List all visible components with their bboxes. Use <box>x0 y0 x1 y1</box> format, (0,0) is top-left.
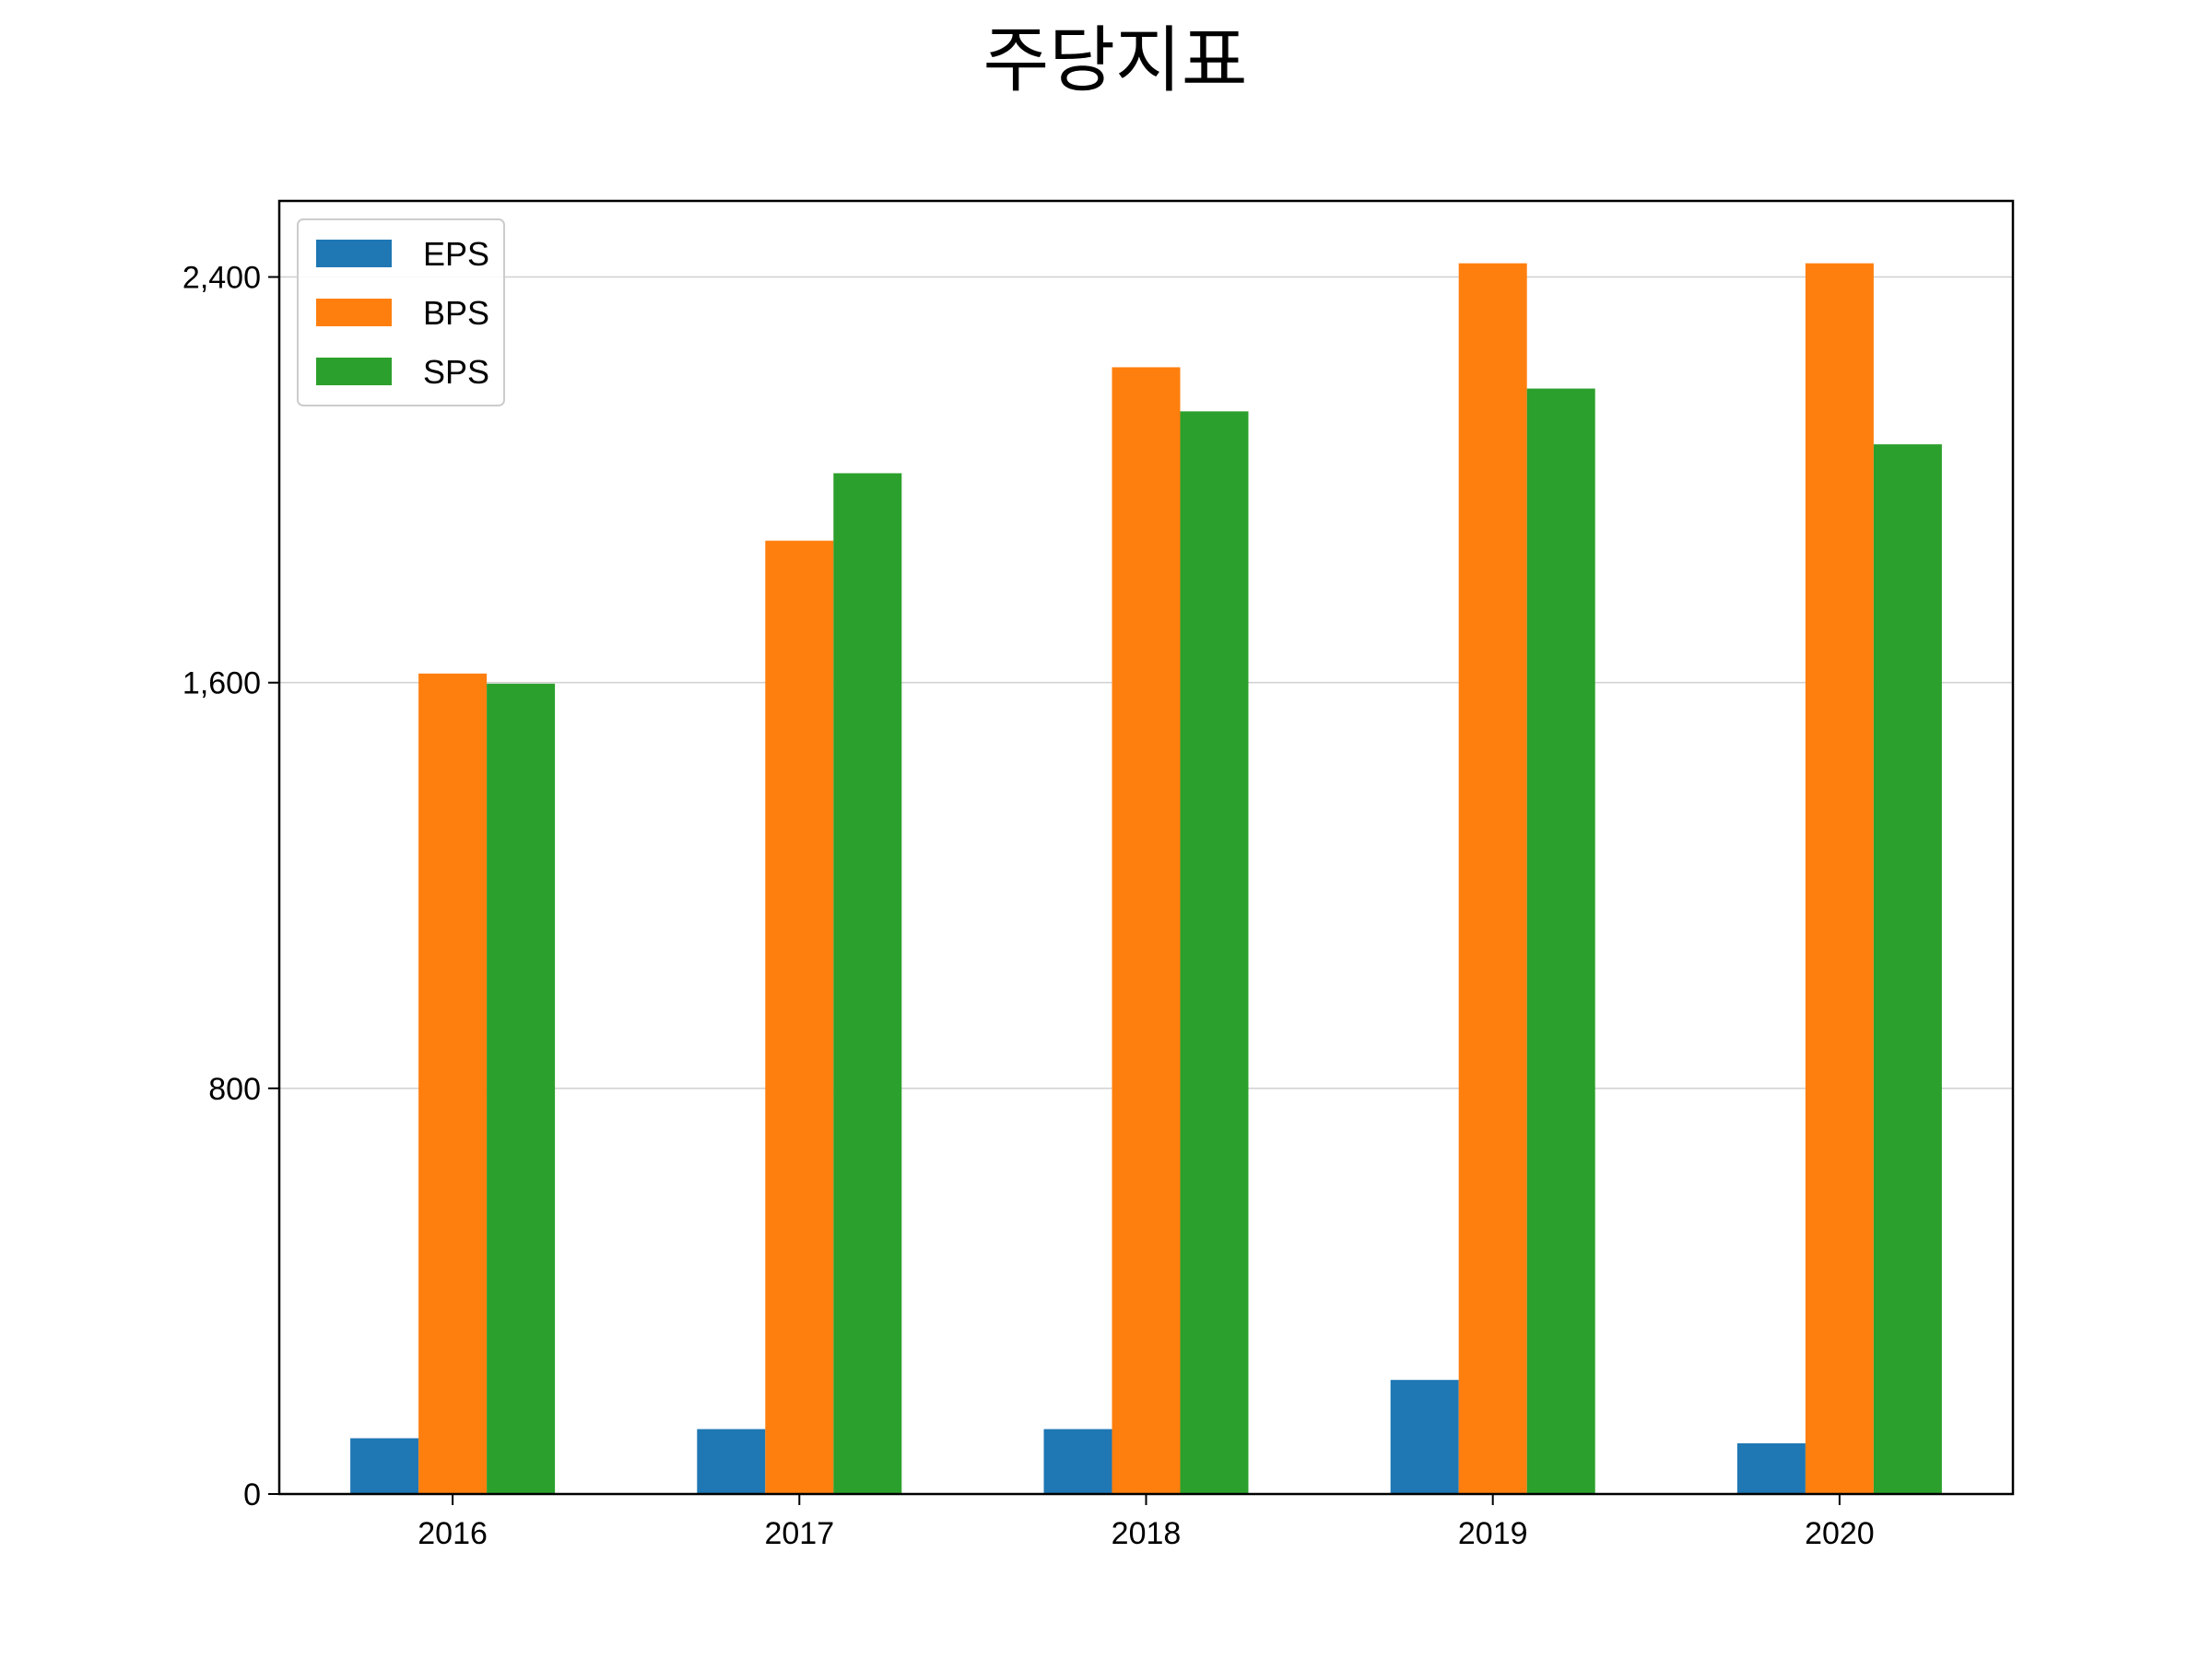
bar-eps-2016 <box>350 1438 419 1494</box>
bar-eps-2017 <box>697 1429 766 1494</box>
bar-bps-2018 <box>1112 367 1181 1494</box>
bar-bps-2019 <box>1458 263 1527 1495</box>
x-axis: 2016 2017 2018 2019 2020 <box>418 1494 1875 1551</box>
legend-label-bps: BPS <box>423 294 489 332</box>
bar-eps-2018 <box>1043 1429 1112 1494</box>
bar-sps-2018 <box>1180 411 1249 1495</box>
bar-bps-2016 <box>418 673 488 1494</box>
y-tick-label: 1,600 <box>182 666 261 701</box>
x-tick-label: 2020 <box>1805 1516 1875 1551</box>
x-tick-label: 2017 <box>764 1516 834 1551</box>
bar-eps-2020 <box>1736 1442 1806 1494</box>
bar-eps-2019 <box>1390 1380 1459 1494</box>
legend-label-sps: SPS <box>423 353 489 391</box>
bar-sps-2020 <box>1873 444 1942 1494</box>
y-tick-label: 2,400 <box>182 261 261 296</box>
y-tick-label: 0 <box>243 1477 261 1512</box>
legend-swatch-eps <box>316 240 392 267</box>
bar-bps-2017 <box>765 540 834 1494</box>
x-tick-label: 2018 <box>1112 1516 1182 1551</box>
x-tick-label: 2019 <box>1458 1516 1528 1551</box>
bar-sps-2017 <box>833 473 902 1494</box>
legend-swatch-bps <box>316 299 392 326</box>
legend: EPS BPS SPS <box>297 218 505 406</box>
y-tick-label: 800 <box>208 1072 261 1107</box>
y-axis: 0 800 1,600 2,400 <box>182 261 279 1512</box>
bars <box>350 263 1942 1495</box>
x-tick-label: 2016 <box>418 1516 488 1551</box>
legend-swatch-sps <box>316 358 392 385</box>
bar-bps-2020 <box>1805 263 1874 1495</box>
bar-sps-2016 <box>487 683 556 1494</box>
bar-sps-2019 <box>1526 388 1595 1495</box>
chart-title: 주당지표 <box>982 19 1247 102</box>
legend-label-eps: EPS <box>423 235 489 273</box>
